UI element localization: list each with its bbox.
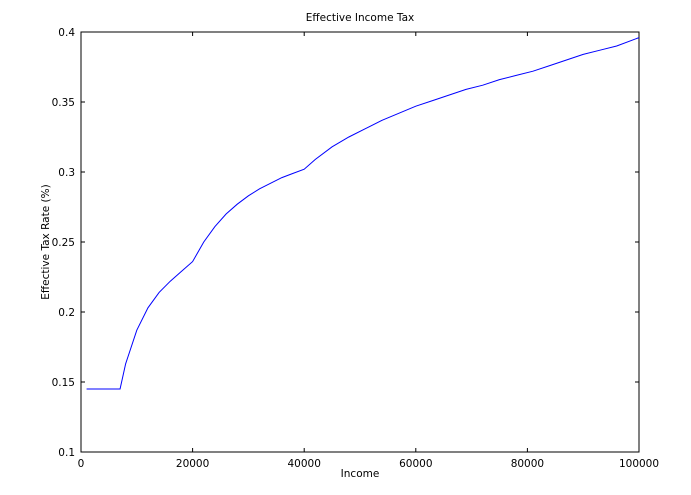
plot-frame (80, 31, 640, 453)
y-tick-label: 0.15 (52, 377, 75, 389)
x-tick-label: 80000 (511, 458, 544, 470)
series-layer (86, 37, 640, 390)
y-tick-label: 0.35 (52, 97, 75, 109)
x-axis: 0 20000 40000 60000 80000 100000 (78, 32, 659, 470)
y-axis-label: Effective Tax Rate (%) (40, 184, 52, 299)
x-tick-label: 20000 (176, 458, 209, 470)
y-tick-label: 0.25 (52, 237, 75, 249)
y-tick-label: 0.2 (58, 307, 75, 319)
y-tick-label: 0.1 (58, 447, 75, 459)
x-axis-label: Income (341, 468, 380, 480)
x-tick-label: 40000 (287, 458, 320, 470)
x-tick-label: 60000 (399, 458, 432, 470)
x-tick-label: 0 (78, 458, 85, 470)
series-line (86, 37, 640, 390)
y-tick-label: 0.4 (58, 27, 75, 39)
x-tick-label: 100000 (619, 458, 659, 470)
y-axis: 0.1 0.15 0.2 0.25 0.3 0.35 0.4 (52, 27, 639, 459)
y-tick-label: 0.3 (58, 167, 75, 179)
chart-title: Effective Income Tax (306, 12, 414, 24)
